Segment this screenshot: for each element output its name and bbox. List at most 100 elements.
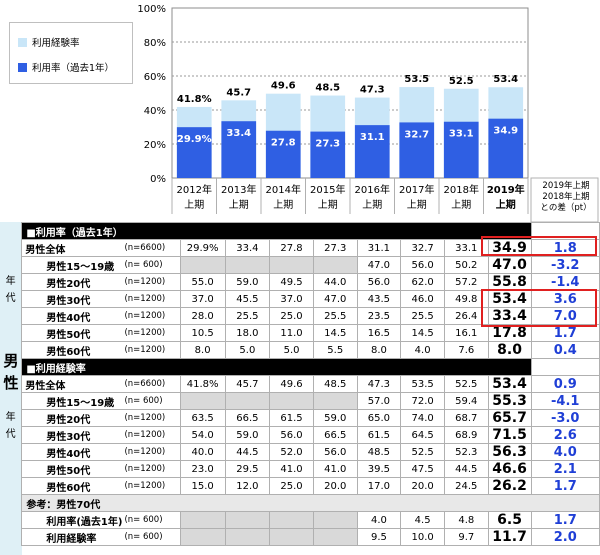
- side-cell: [0, 393, 22, 410]
- value-cell: 31.1: [356, 239, 402, 257]
- bar-usage: [399, 122, 435, 178]
- sample-size: (n=1200): [122, 409, 181, 427]
- legend-item-usage: 利用率（過去1年）: [18, 60, 114, 74]
- value-cell: 66.5: [224, 409, 271, 427]
- row-label: 男性20代: [21, 409, 123, 427]
- side-cell: [0, 444, 22, 461]
- sample-size: (n=1200): [122, 324, 181, 342]
- value-cell: 54.0: [179, 426, 226, 444]
- value-cell: 25.0: [269, 307, 314, 325]
- value-cell: 27.8: [269, 239, 314, 257]
- value-cell: 48.5: [356, 443, 402, 461]
- data-label-usage: 33.4: [226, 128, 251, 139]
- value-cell: 56.0: [356, 273, 402, 291]
- data-label-usage: 34.9: [493, 126, 518, 137]
- x-tick-label-half: 上期: [362, 199, 382, 211]
- row-label: 男性20代: [21, 273, 123, 291]
- value-cell: 55.0: [179, 273, 226, 291]
- bar-usage: [265, 130, 301, 178]
- value-cell: 52.3: [443, 443, 489, 461]
- value-cell: 59.0: [224, 273, 271, 291]
- value-cell: 11.0: [269, 324, 314, 342]
- value-cell: [312, 392, 358, 410]
- value-cell: 50.2: [443, 256, 489, 274]
- value-2019: 47.0: [487, 256, 532, 274]
- value-cell: 25.5: [312, 307, 358, 325]
- value-2019: 65.7: [487, 409, 532, 427]
- legend-item-experience: 利用経験率: [18, 35, 80, 49]
- value-cell: 44.5: [443, 460, 489, 478]
- table-row: 利用経験率 (n= 600) 9.5 10.0 9.7 11.7 2.0: [0, 528, 600, 546]
- group-label-male: 男性: [0, 350, 22, 394]
- legend-swatch-experience: [18, 37, 27, 47]
- table-sidebar: [0, 222, 22, 555]
- value-cell: [269, 392, 314, 410]
- side-cell: [0, 461, 22, 478]
- value-cell: 46.0: [400, 290, 445, 308]
- row-label: 利用経験率: [21, 528, 123, 546]
- data-label-experience: 49.6: [271, 81, 296, 92]
- reference-title: 参考：男性70代: [21, 494, 600, 512]
- sample-size: (n=6600): [122, 239, 181, 257]
- side-cell: [0, 308, 22, 325]
- value-cell: 28.0: [179, 307, 226, 325]
- x-tick-label-half: 上期: [273, 199, 293, 211]
- value-cell: 8.0: [179, 341, 226, 359]
- value-cell: 47.0: [312, 290, 358, 308]
- side-cell: [0, 257, 22, 274]
- bar-usage: [221, 121, 257, 178]
- table-row: 男性15～19歳 (n= 600) 57.0 72.0 59.4 55.3 -4.1: [0, 392, 600, 410]
- side-cell: 年: [5, 276, 16, 287]
- side-cell: 年: [5, 412, 16, 423]
- value-cell: 47.5: [400, 460, 445, 478]
- diff-value: 3.6: [530, 290, 600, 308]
- sample-size: (n= 600): [122, 528, 181, 546]
- value-cell: 56.0: [312, 443, 358, 461]
- value-cell: 12.0: [224, 477, 271, 495]
- value-cell: 16.5: [356, 324, 402, 342]
- sample-size: (n= 600): [122, 256, 181, 274]
- value-cell: 20.0: [400, 477, 445, 495]
- side-cell: [0, 512, 22, 529]
- value-cell: 56.0: [269, 426, 314, 444]
- diff-value: 2.6: [530, 426, 600, 444]
- x-tick-label-year: 2019年: [487, 183, 525, 196]
- sample-size: (n=1200): [122, 341, 181, 359]
- sample-size: (n= 600): [122, 511, 181, 529]
- sample-size: (n=1200): [122, 307, 181, 325]
- value-cell: [312, 528, 358, 546]
- row-label: 男性60代: [21, 341, 123, 359]
- value-cell: 44.0: [312, 273, 358, 291]
- bar-usage: [354, 125, 390, 178]
- value-2019: 17.8: [487, 324, 532, 342]
- section-header: ■利用経験率: [0, 358, 600, 376]
- value-cell: 10.0: [400, 528, 445, 546]
- x-tick-label-year: 2012年: [177, 183, 212, 196]
- highlight-box-total: [481, 236, 597, 256]
- sample-size: (n=1200): [122, 477, 181, 495]
- table-row: 男性40代 (n=1200) 28.0 25.5 25.0 25.5 23.5 25.5 26.…: [0, 307, 600, 325]
- row-label: 男性60代: [21, 477, 123, 495]
- value-cell: 37.0: [269, 290, 314, 308]
- row-label: 男性30代: [21, 426, 123, 444]
- value-cell: 52.5: [400, 443, 445, 461]
- x-tick-label-half: 上期: [407, 199, 427, 211]
- value-cell: [269, 511, 314, 529]
- x-tick-label-half: 上期: [229, 199, 249, 211]
- side-cell: [0, 478, 22, 495]
- value-cell: 25.0: [269, 477, 314, 495]
- row-label: 男性30代: [21, 290, 123, 308]
- legend-label-experience: 利用経験率: [32, 38, 80, 49]
- group-label-char: 性: [3, 374, 19, 392]
- value-cell: 61.5: [269, 409, 314, 427]
- table-row: 男性全体 (n=6600) 41.8% 45.7 49.6 48.5 47.3 53.5 52.…: [0, 375, 600, 393]
- table-row: 男性60代 (n=1200) 15.0 12.0 25.0 20.0 17.0 20.0 24.…: [0, 477, 600, 495]
- highlight-box-30s-40s: [481, 289, 597, 327]
- x-tick-label-year: 2017年: [399, 183, 434, 196]
- value-2019: 6.5: [487, 511, 532, 529]
- value-cell: 5.0: [224, 341, 271, 359]
- x-tick-label-year: 2015年: [310, 183, 345, 196]
- value-cell: [224, 256, 271, 274]
- chart-legend: 利用経験率 利用率（過去1年）: [9, 22, 133, 84]
- side-cell: [0, 325, 22, 342]
